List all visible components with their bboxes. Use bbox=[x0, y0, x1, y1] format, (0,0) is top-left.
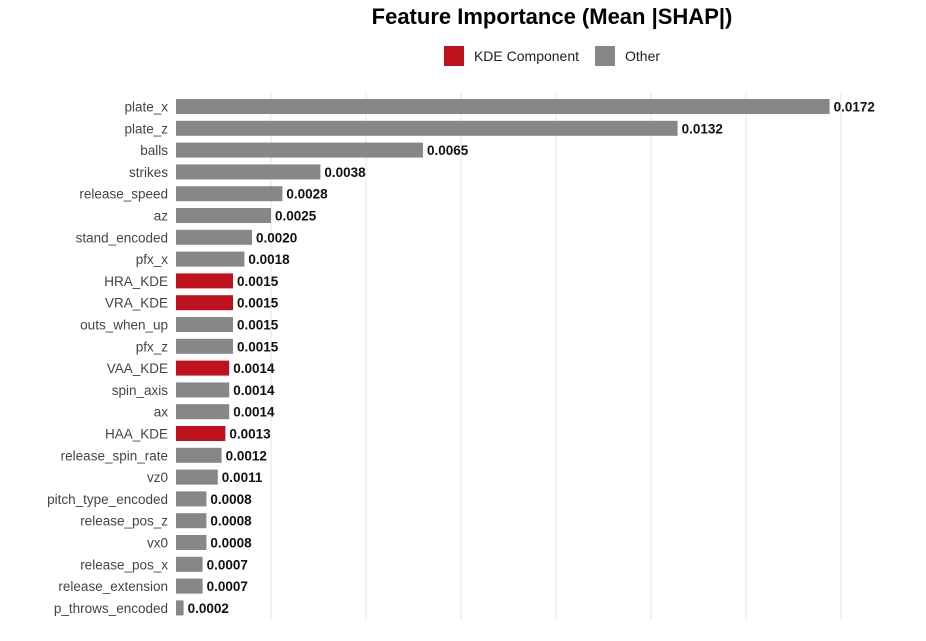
bar bbox=[176, 229, 252, 245]
category-label: pfx_z bbox=[136, 339, 169, 354]
legend: KDE Component Other bbox=[0, 46, 926, 66]
category-label: pitch_type_encoded bbox=[47, 492, 168, 507]
category-label: strikes bbox=[129, 165, 168, 180]
category-label: VAA_KDE bbox=[107, 361, 168, 376]
value-label: 0.0014 bbox=[233, 383, 275, 398]
bar bbox=[176, 513, 207, 529]
bar bbox=[176, 273, 233, 289]
bar bbox=[176, 491, 207, 507]
category-label: ax bbox=[154, 405, 169, 420]
value-label: 0.0065 bbox=[427, 143, 469, 158]
bar bbox=[176, 99, 830, 114]
bar bbox=[176, 578, 203, 594]
value-label: 0.0020 bbox=[256, 230, 297, 245]
value-label: 0.0015 bbox=[237, 296, 279, 311]
value-label: 0.0007 bbox=[207, 557, 248, 572]
category-label: release_speed bbox=[79, 187, 168, 202]
value-label: 0.0172 bbox=[834, 100, 875, 115]
bar bbox=[176, 120, 678, 136]
value-label: 0.0008 bbox=[210, 536, 252, 551]
value-label: 0.0038 bbox=[324, 165, 366, 180]
bar bbox=[176, 142, 423, 158]
bar bbox=[176, 360, 230, 376]
value-label: 0.0018 bbox=[248, 252, 290, 267]
value-label: 0.0025 bbox=[275, 209, 317, 224]
bar bbox=[176, 295, 233, 311]
value-label: 0.0008 bbox=[210, 514, 252, 529]
value-label: 0.0015 bbox=[237, 318, 279, 333]
category-label: plate_z bbox=[124, 121, 168, 136]
category-label: release_spin_rate bbox=[61, 448, 168, 463]
legend-item-other: Other bbox=[595, 46, 660, 66]
category-label: HRA_KDE bbox=[104, 274, 168, 289]
value-label: 0.0014 bbox=[233, 361, 275, 376]
bar bbox=[176, 338, 233, 354]
bar bbox=[176, 426, 226, 441]
value-label: 0.0008 bbox=[210, 492, 252, 507]
category-label: outs_when_up bbox=[80, 318, 168, 333]
category-label: p_throws_encoded bbox=[54, 601, 168, 616]
bar bbox=[176, 186, 283, 202]
value-label: 0.0014 bbox=[233, 405, 275, 420]
category-label: stand_encoded bbox=[76, 230, 168, 245]
value-label: 0.0015 bbox=[237, 339, 279, 354]
bar bbox=[176, 382, 230, 398]
category-label: az bbox=[154, 209, 169, 224]
bar bbox=[176, 404, 230, 420]
bar bbox=[176, 469, 218, 485]
bar bbox=[176, 556, 203, 572]
bar bbox=[176, 251, 245, 267]
bar bbox=[176, 208, 271, 223]
category-label: pfx_x bbox=[136, 252, 169, 267]
value-label: 0.0012 bbox=[226, 448, 267, 463]
value-label: 0.0011 bbox=[222, 470, 263, 485]
category-label: vz0 bbox=[147, 470, 168, 485]
category-label: spin_axis bbox=[112, 383, 169, 398]
chart-title: Feature Importance (Mean |SHAP|) bbox=[371, 4, 733, 29]
bar bbox=[176, 600, 184, 616]
legend-swatch-other bbox=[595, 46, 616, 66]
legend-label-other: Other bbox=[625, 48, 661, 64]
legend-label-kde: KDE Component bbox=[473, 48, 580, 64]
value-label: 0.0015 bbox=[237, 274, 279, 289]
bar bbox=[176, 164, 321, 180]
category-label: HAA_KDE bbox=[105, 427, 168, 442]
category-label: vx0 bbox=[147, 536, 168, 551]
category-label: plate_x bbox=[124, 100, 168, 115]
value-label: 0.0013 bbox=[229, 427, 271, 442]
value-label: 0.0132 bbox=[682, 121, 723, 136]
bar bbox=[176, 317, 233, 332]
legend-item-kde: KDE Component bbox=[443, 46, 580, 66]
category-label: release_extension bbox=[58, 579, 168, 594]
legend-swatch-kde bbox=[443, 46, 464, 66]
category-label: VRA_KDE bbox=[105, 296, 168, 311]
value-label: 0.0002 bbox=[188, 601, 229, 616]
category-label: balls bbox=[140, 143, 168, 158]
bar bbox=[176, 535, 207, 550]
value-label: 0.0007 bbox=[207, 579, 248, 594]
value-label: 0.0028 bbox=[286, 187, 328, 202]
category-label: release_pos_z bbox=[80, 514, 168, 529]
category-label: release_pos_x bbox=[80, 557, 168, 572]
bar bbox=[176, 447, 222, 463]
